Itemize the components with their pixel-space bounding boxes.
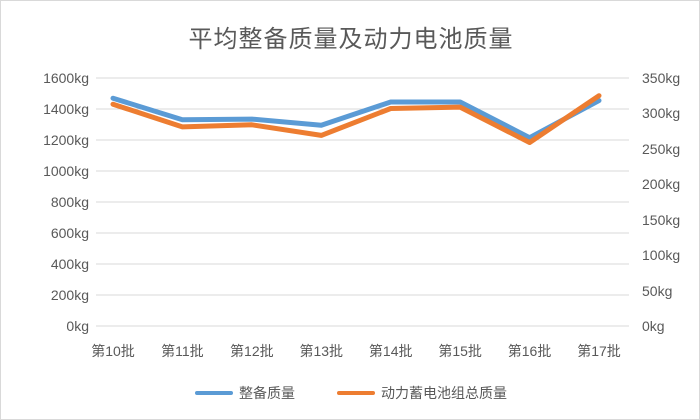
left-axis-tick: 600kg bbox=[50, 225, 89, 241]
left-axis-tick: 800kg bbox=[50, 194, 89, 210]
x-axis-tick: 第12批 bbox=[230, 343, 274, 359]
left-axis-tick: 1400kg bbox=[43, 101, 89, 117]
legend-label-series1: 整备质量 bbox=[239, 385, 295, 401]
legend-item-series1: 整备质量 bbox=[195, 383, 295, 403]
right-axis-tick: 100kg bbox=[642, 247, 681, 264]
right-axis-tick: 200kg bbox=[642, 176, 681, 193]
right-axis-tick: 150kg bbox=[642, 211, 681, 228]
right-axis-tick: 300kg bbox=[642, 105, 681, 122]
left-axis-tick: 0kg bbox=[66, 318, 89, 334]
right-axis-tick: 350kg bbox=[642, 70, 681, 86]
left-axis-tick: 1000kg bbox=[43, 163, 89, 179]
legend-label-series2: 动力蓄电池组总质量 bbox=[381, 385, 507, 401]
left-axis-tick: 1600kg bbox=[43, 70, 89, 86]
left-axis-tick: 1200kg bbox=[43, 132, 89, 148]
right-axis-tick: 50kg bbox=[642, 282, 673, 299]
left-axis-tick: 400kg bbox=[50, 256, 89, 272]
right-axis-tick: 0kg bbox=[642, 318, 665, 334]
legend-swatch-series1-icon bbox=[195, 391, 233, 395]
chart-title: 平均整备质量及动力电池质量 bbox=[188, 26, 514, 53]
left-axis-tick: 200kg bbox=[50, 287, 89, 303]
x-axis-tick: 第14批 bbox=[368, 343, 413, 359]
series-line-1 bbox=[110, 95, 602, 141]
x-axis-tick: 第16批 bbox=[507, 343, 552, 359]
series-line-2 bbox=[110, 93, 602, 145]
x-axis-tick: 第17批 bbox=[577, 343, 621, 359]
x-axis-tick: 第15批 bbox=[438, 343, 482, 359]
legend: 整备质量 动力蓄电池组总质量 bbox=[1, 383, 699, 403]
x-axis-tick: 第10批 bbox=[91, 343, 135, 359]
right-axis-tick: 250kg bbox=[642, 140, 681, 157]
legend-swatch-series2-icon bbox=[337, 391, 375, 395]
x-axis-tick: 第11批 bbox=[161, 343, 204, 359]
legend-item-series2: 动力蓄电池组总质量 bbox=[337, 383, 507, 403]
x-axis-tick: 第13批 bbox=[299, 343, 344, 359]
